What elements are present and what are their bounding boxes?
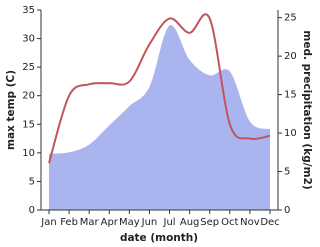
y2-tick-label: 25 xyxy=(284,13,297,24)
x-tick-label: Sep xyxy=(200,217,219,228)
y-tick-label: 20 xyxy=(22,91,35,102)
y2-tick-label: 0 xyxy=(284,205,290,216)
x-tick-label: Oct xyxy=(221,217,238,228)
x-tick-label: Apr xyxy=(101,217,119,228)
y-tick-label: 0 xyxy=(29,205,35,216)
y2-tick-label: 15 xyxy=(284,90,297,101)
y-tick-label: 30 xyxy=(22,34,35,45)
precipitation-area xyxy=(49,24,270,211)
y-tick-label: 25 xyxy=(22,62,35,73)
y-tick-label: 35 xyxy=(22,5,35,16)
y2-tick-label: 10 xyxy=(284,128,297,139)
x-tick-label: Aug xyxy=(180,217,200,228)
x-axis-label: date (month) xyxy=(120,232,198,244)
y-tick-label: 5 xyxy=(29,176,35,187)
temp-line xyxy=(48,13,271,164)
x-tick-label: Dec xyxy=(260,217,279,228)
x-tick-label: Jun xyxy=(141,217,158,228)
y-axis-label: max temp (C) xyxy=(5,70,17,150)
x-tick-label: Jan xyxy=(40,217,56,228)
y-tick-label: 15 xyxy=(22,119,35,130)
y-tick-label: 10 xyxy=(22,148,35,159)
x-tick-label: Feb xyxy=(60,217,78,228)
x-tick-label: May xyxy=(119,217,140,228)
x-tick-label: Nov xyxy=(240,217,260,228)
y2-tick-label: 20 xyxy=(284,51,297,62)
y2-tick-label: 5 xyxy=(284,167,290,178)
x-tick-label: Jul xyxy=(163,217,176,228)
x-tick-label: Mar xyxy=(80,217,100,228)
y2-axis-label: med. precipitation (kg/m2) xyxy=(301,30,313,189)
